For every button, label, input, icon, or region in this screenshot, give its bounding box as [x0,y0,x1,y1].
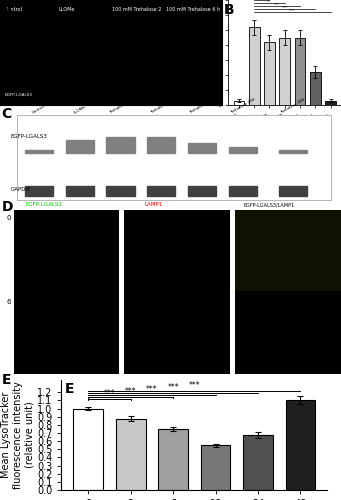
Bar [66,140,94,153]
Bar [279,38,290,105]
Bar [279,150,307,153]
Text: Control: Control [4,8,22,12]
Bar [285,400,315,490]
Text: A: A [2,2,13,16]
Text: Trehalose 24h: Trehalose 24h [229,98,256,115]
Text: LAMP1: LAMP1 [144,202,163,207]
Text: Control: Control [32,104,46,115]
Text: EGFP-LGALS3: EGFP-LGALS3 [26,202,63,207]
Text: EGFP-LGALS3: EGFP-LGALS3 [4,94,32,98]
Text: D: D [2,200,13,214]
Bar [158,429,188,490]
Text: ***: *** [289,8,296,12]
Text: Trehalose 18h: Trehalose 18h [189,98,216,115]
Text: LLOMe: LLOMe [58,8,75,12]
Text: Trehalose 6h: Trehalose 6h [149,98,174,115]
Bar [25,150,53,153]
Text: C: C [2,108,12,122]
Y-axis label: Mean LysoTracker
fluorescence intensity
(relative unit): Mean LysoTracker fluorescence intensity … [1,381,34,489]
Bar [147,186,176,196]
Text: Trehalose 48h: Trehalose 48h [280,98,307,115]
Bar [264,42,275,105]
Bar [229,148,257,153]
Text: 6: 6 [6,300,11,306]
Text: EGFP-LGALS3/LAMP1: EGFP-LGALS3/LAMP1 [244,202,295,207]
Text: ***: *** [104,390,115,398]
Text: B: B [223,2,234,16]
Text: 100 mM Trehalose 6 h: 100 mM Trehalose 6 h [166,8,220,12]
Text: ***: *** [189,381,200,390]
Text: ***: *** [125,388,136,396]
Bar [147,137,176,153]
Text: ***: *** [274,2,280,6]
Text: ***: *** [282,6,288,10]
Y-axis label: Cells with > 3 EGFP-LGALS3
puncta (%): Cells with > 3 EGFP-LGALS3 puncta (%) [202,18,212,86]
Bar [201,445,231,490]
Bar [243,435,273,490]
Bar [234,100,244,105]
Text: EGFP-LGALS3: EGFP-LGALS3 [11,134,48,138]
Text: **: ** [267,0,271,4]
Bar [295,38,305,105]
Bar [116,418,146,490]
Bar [106,137,135,153]
Bar [106,186,135,196]
Bar [25,186,53,196]
Bar [249,27,260,105]
Bar [310,72,321,105]
Bar [279,186,307,196]
Bar [66,186,94,196]
Text: LLOMe: LLOMe [73,104,87,115]
Text: E: E [65,382,74,396]
Text: ***: *** [146,386,158,394]
Text: ***: *** [167,383,179,392]
Bar [325,100,336,105]
Bar [188,143,216,153]
Text: GAPDH: GAPDH [11,188,30,192]
Bar [229,186,257,196]
Bar [73,408,103,490]
Bar [188,186,216,196]
Text: E: E [2,372,11,386]
Text: 0: 0 [6,214,11,220]
Text: 100 mM Trehalose 2 h: 100 mM Trehalose 2 h [112,8,166,12]
Text: Trehalose 2h: Trehalose 2h [108,98,133,115]
